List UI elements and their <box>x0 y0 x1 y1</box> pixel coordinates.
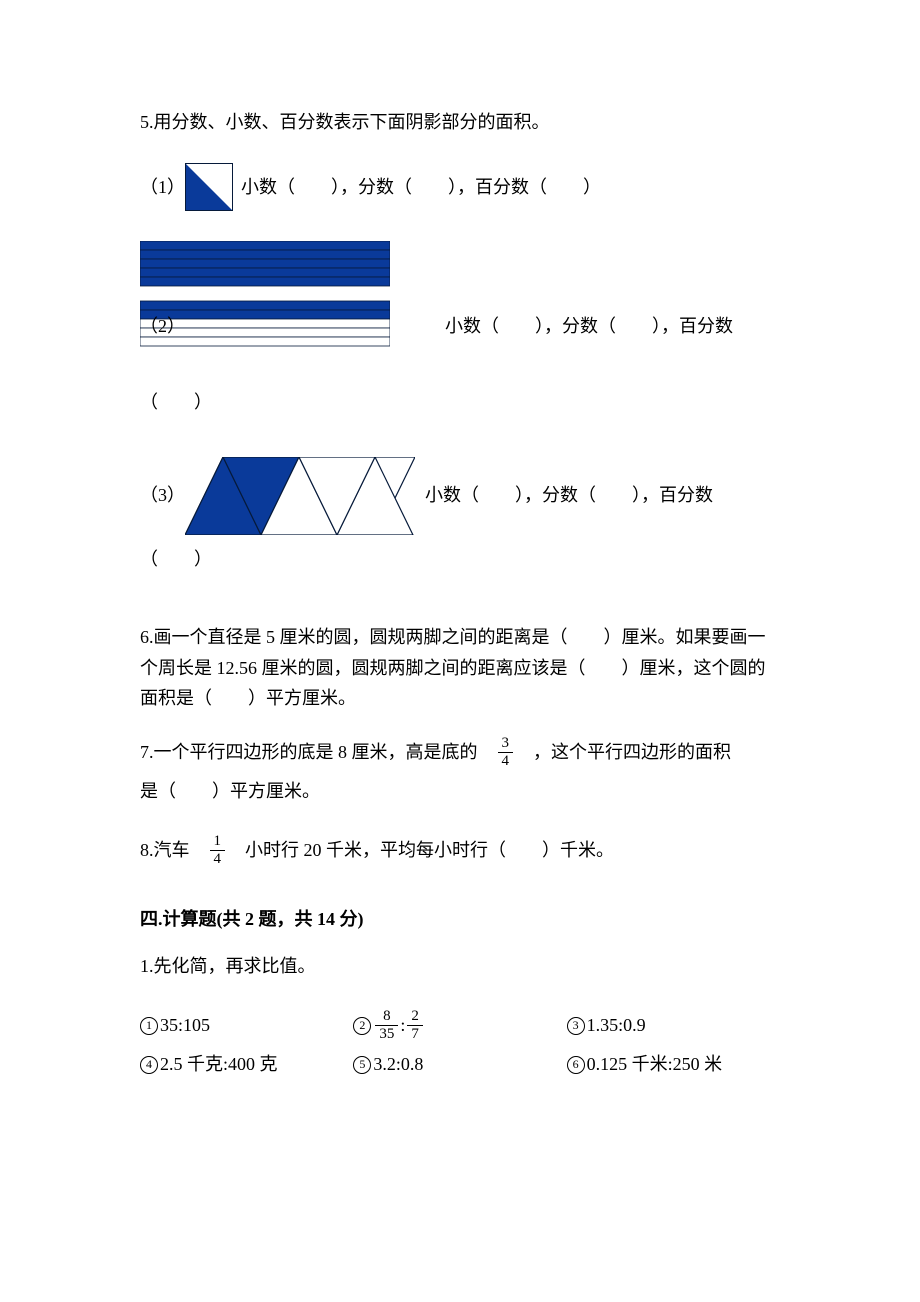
calc-item-6: 6 0.125 千米:250 米 <box>567 1052 780 1077</box>
q5-sub3-mid: 小数（ ），分数（ ），百分数 <box>425 483 713 508</box>
q7-frac-den: 4 <box>498 753 514 769</box>
calc-item-1: 1 35:105 <box>140 1009 353 1042</box>
q7-fraction: 3 4 <box>498 736 514 769</box>
circled-3-icon: 3 <box>567 1017 585 1035</box>
q8-fraction: 1 4 <box>210 834 226 867</box>
q7-line2: 是（ ）平方厘米。 <box>140 772 780 812</box>
calc-grid: 1 35:105 2 8 35 : 2 7 3 1.35:0.9 4 2.5 千… <box>140 1009 780 1077</box>
calc-4-text: 2.5 千克:400 克 <box>160 1052 278 1077</box>
q5-sub2-prefix: （2） <box>140 314 185 339</box>
q5-sub3: （3） 小数（ ），分数（ ），百分数 （ ） <box>140 457 780 572</box>
q5-sub3-prefix: （3） <box>140 483 185 508</box>
q7-pre: 7.一个平行四边形的底是 8 厘米，高是底的 <box>140 733 496 773</box>
calc-2-colon: : <box>400 1013 405 1038</box>
q8-post: 小时行 20 千米，平均每小时行（ ）千米。 <box>227 831 614 871</box>
half-square-icon <box>185 163 233 211</box>
calc-5-text: 3.2:0.8 <box>373 1052 423 1077</box>
q5-sub2-mid: 小数（ ），分数（ ），百分数 <box>445 314 733 339</box>
circled-2-icon: 2 <box>353 1017 371 1035</box>
q7-frac-num: 3 <box>498 736 514 753</box>
section-4-title: 四.计算题(共 2 题，共 14 分) <box>140 907 780 932</box>
q8-frac-num: 1 <box>210 834 226 851</box>
circled-4-icon: 4 <box>140 1056 158 1074</box>
question-8: 8.汽车 1 4 小时行 20 千米，平均每小时行（ ）千米。 <box>140 830 780 871</box>
circled-6-icon: 6 <box>567 1056 585 1074</box>
calc-item-4: 4 2.5 千克:400 克 <box>140 1052 353 1077</box>
q8-pre: 8.汽车 <box>140 831 208 871</box>
section-4-q1-title: 1.先化简，再求比值。 <box>140 954 780 979</box>
q5-sub2-tail: （ ） <box>140 390 780 415</box>
q6-text: 6.画一个直径是 5 厘米的圆，圆规两脚之间的距离是（ ）厘米。如果要画一个周长… <box>140 627 766 708</box>
calc-3-text: 1.35:0.9 <box>587 1013 646 1038</box>
calc-row-2: 4 2.5 千克:400 克 5 3.2:0.8 6 0.125 千米:250 … <box>140 1052 780 1077</box>
circled-1-icon: 1 <box>140 1017 158 1035</box>
q5-sub1: （1） 小数（ ），分数（ ），百分数（ ） <box>140 163 780 211</box>
calc-item-2: 2 8 35 : 2 7 <box>353 1009 566 1042</box>
calc-item-3: 3 1.35:0.9 <box>567 1009 780 1042</box>
question-6: 6.画一个直径是 5 厘米的圆，圆规两脚之间的距离是（ ）厘米。如果要画一个周长… <box>140 622 780 714</box>
calc-row-1: 1 35:105 2 8 35 : 2 7 3 1.35:0.9 <box>140 1009 780 1042</box>
parallelogram-icon <box>185 457 415 535</box>
question-5: 5.用分数、小数、百分数表示下面阴影部分的面积。 （1） 小数（ ），分数（ ）… <box>140 110 780 572</box>
q7-post: ，这个平行四边形的面积 <box>515 733 731 773</box>
question-7: 7.一个平行四边形的底是 8 厘米，高是底的 3 4 ，这个平行四边形的面积 是… <box>140 732 780 812</box>
q5-sub2: （2） 小数（ ），分数（ ），百分数 （ ） <box>140 241 780 415</box>
calc-1-text: 35:105 <box>160 1013 210 1038</box>
q5-sub1-prefix: （1） <box>140 175 185 200</box>
q5-sub1-tail: 小数（ ），分数（ ），百分数（ ） <box>241 175 601 200</box>
q5-sub3-tail: （ ） <box>140 547 780 572</box>
calc-2-frac1: 8 35 <box>375 1009 398 1042</box>
q8-frac-den: 4 <box>210 851 226 867</box>
circled-5-icon: 5 <box>353 1056 371 1074</box>
calc-item-5: 5 3.2:0.8 <box>353 1052 566 1077</box>
calc-6-text: 0.125 千米:250 米 <box>587 1052 723 1077</box>
q5-title: 5.用分数、小数、百分数表示下面阴影部分的面积。 <box>140 110 780 135</box>
calc-2-frac2: 2 7 <box>407 1009 423 1042</box>
